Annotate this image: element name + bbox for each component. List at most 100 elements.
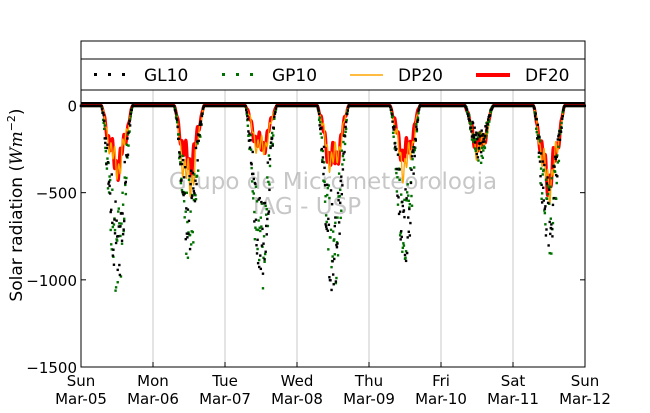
series-gl10-point bbox=[392, 128, 395, 131]
series-gl10-point bbox=[317, 109, 320, 112]
series-gl10-point bbox=[404, 188, 407, 191]
series-gl10-point bbox=[332, 283, 335, 286]
series-gp10-point bbox=[181, 154, 184, 158]
series-gp10-point bbox=[122, 229, 125, 233]
series-gp10-point bbox=[324, 214, 328, 217]
legend-entry-gl10: GL10 bbox=[94, 66, 188, 86]
series-gp10-point bbox=[546, 192, 550, 196]
series-gl10-point bbox=[339, 201, 342, 205]
series-gp10-point bbox=[128, 118, 132, 121]
series-gp10-point bbox=[253, 210, 256, 214]
series-gp10-point bbox=[478, 131, 482, 134]
series-gl10-point bbox=[393, 142, 396, 145]
series-gp10-point bbox=[341, 163, 344, 166]
series-gp10-point bbox=[108, 175, 111, 178]
series-gp10-point bbox=[405, 191, 409, 194]
series-gp10-point bbox=[547, 186, 550, 189]
series-gp10-point bbox=[551, 221, 555, 225]
series-gl10-point bbox=[487, 115, 490, 119]
series-gl10-point bbox=[403, 215, 406, 219]
series-gp10-point bbox=[321, 149, 325, 153]
series-gl10-point bbox=[258, 196, 261, 200]
legend-entry-df20: DF20 bbox=[476, 66, 570, 86]
series-gp10-point bbox=[339, 188, 342, 191]
series-gl10-point bbox=[477, 146, 481, 150]
series-gp10-point bbox=[556, 154, 559, 157]
series-gl10-point bbox=[338, 232, 341, 235]
series-gp10-point bbox=[393, 147, 396, 150]
series-gl10-point bbox=[533, 115, 537, 118]
series-gp10-point bbox=[183, 216, 186, 219]
series-gl10-point bbox=[183, 192, 186, 195]
series-gl10-point bbox=[273, 112, 277, 115]
axes bbox=[80, 40, 586, 368]
y-axis-label-close: ) bbox=[7, 108, 27, 115]
series-gl10-point bbox=[323, 184, 327, 187]
series-gl10-point bbox=[474, 141, 477, 144]
series-gl10-point bbox=[414, 139, 417, 142]
series-gl10-point bbox=[395, 147, 398, 151]
series-gl10-point bbox=[340, 192, 344, 196]
series-gl10-point bbox=[188, 174, 191, 178]
series-gl10-point bbox=[265, 233, 268, 236]
y-tick-label: −1000 bbox=[26, 272, 77, 290]
series-gp10-point bbox=[489, 111, 493, 114]
series-gl10-point bbox=[322, 172, 325, 176]
series-gl10-point bbox=[327, 217, 330, 221]
series-gl10-point bbox=[106, 161, 110, 164]
series-gp10-point bbox=[330, 265, 333, 269]
series-gp10-point bbox=[249, 148, 253, 151]
series-gl10-point bbox=[125, 155, 129, 158]
legend-label-gp10: GP10 bbox=[272, 66, 317, 86]
series-gl10-point bbox=[252, 177, 255, 181]
series-gp10-point bbox=[246, 124, 250, 127]
y-tick-label: −500 bbox=[36, 185, 77, 203]
series-gp10-point bbox=[273, 117, 276, 120]
series-gp10-point bbox=[473, 140, 476, 143]
series-gl10-point bbox=[110, 173, 113, 176]
series-gp10-point bbox=[319, 121, 322, 124]
series-gp10-point bbox=[400, 193, 403, 196]
series-gl10-point bbox=[540, 183, 543, 187]
series-gp10-point bbox=[481, 156, 484, 160]
series-gp10-point bbox=[263, 252, 267, 256]
series-gp10-point bbox=[407, 199, 410, 203]
series-gp10-point bbox=[391, 115, 394, 118]
series-gp10-point bbox=[407, 194, 410, 197]
series-gl10-point bbox=[181, 190, 184, 194]
series-gl10-point bbox=[334, 280, 338, 283]
series-gl10-point bbox=[107, 182, 110, 185]
series-gl10-point bbox=[402, 209, 406, 212]
series-gl10-point bbox=[414, 137, 417, 141]
series-gl10-point bbox=[396, 153, 400, 156]
series-gp10-point bbox=[196, 142, 199, 145]
series-gp10-point bbox=[249, 133, 252, 137]
series-gl10-point bbox=[397, 196, 400, 199]
series-gl10-point bbox=[331, 260, 334, 263]
series-gp10-point bbox=[265, 213, 268, 216]
series-gl10-point bbox=[484, 124, 488, 128]
series-gl10-point bbox=[398, 210, 402, 213]
series-gl10-point bbox=[326, 229, 329, 232]
series-gl10-point bbox=[192, 190, 196, 193]
series-gl10-point bbox=[405, 251, 409, 255]
series-gl10-point bbox=[535, 118, 538, 121]
series-gl10-point bbox=[538, 135, 541, 139]
series-gp10-point bbox=[110, 248, 113, 251]
series-gl10-point bbox=[398, 168, 401, 171]
series-gl10-point bbox=[186, 208, 190, 211]
series-gp10-point bbox=[192, 198, 196, 202]
series-gl10-point bbox=[100, 104, 103, 108]
series-gl10-point bbox=[556, 175, 559, 178]
series-gp10-point bbox=[271, 142, 274, 146]
series-gp10-point bbox=[115, 239, 119, 242]
series-gl10-point bbox=[408, 207, 411, 211]
legend-dot bbox=[122, 73, 125, 76]
series-gp10-point bbox=[557, 159, 561, 163]
series-gl10-point bbox=[176, 125, 179, 129]
series-gl10-point bbox=[249, 139, 252, 142]
series-gl10-point bbox=[330, 202, 334, 206]
series-gl10-point bbox=[272, 126, 275, 130]
series-gl10-point bbox=[336, 242, 339, 245]
series-gp10-point bbox=[268, 183, 271, 186]
